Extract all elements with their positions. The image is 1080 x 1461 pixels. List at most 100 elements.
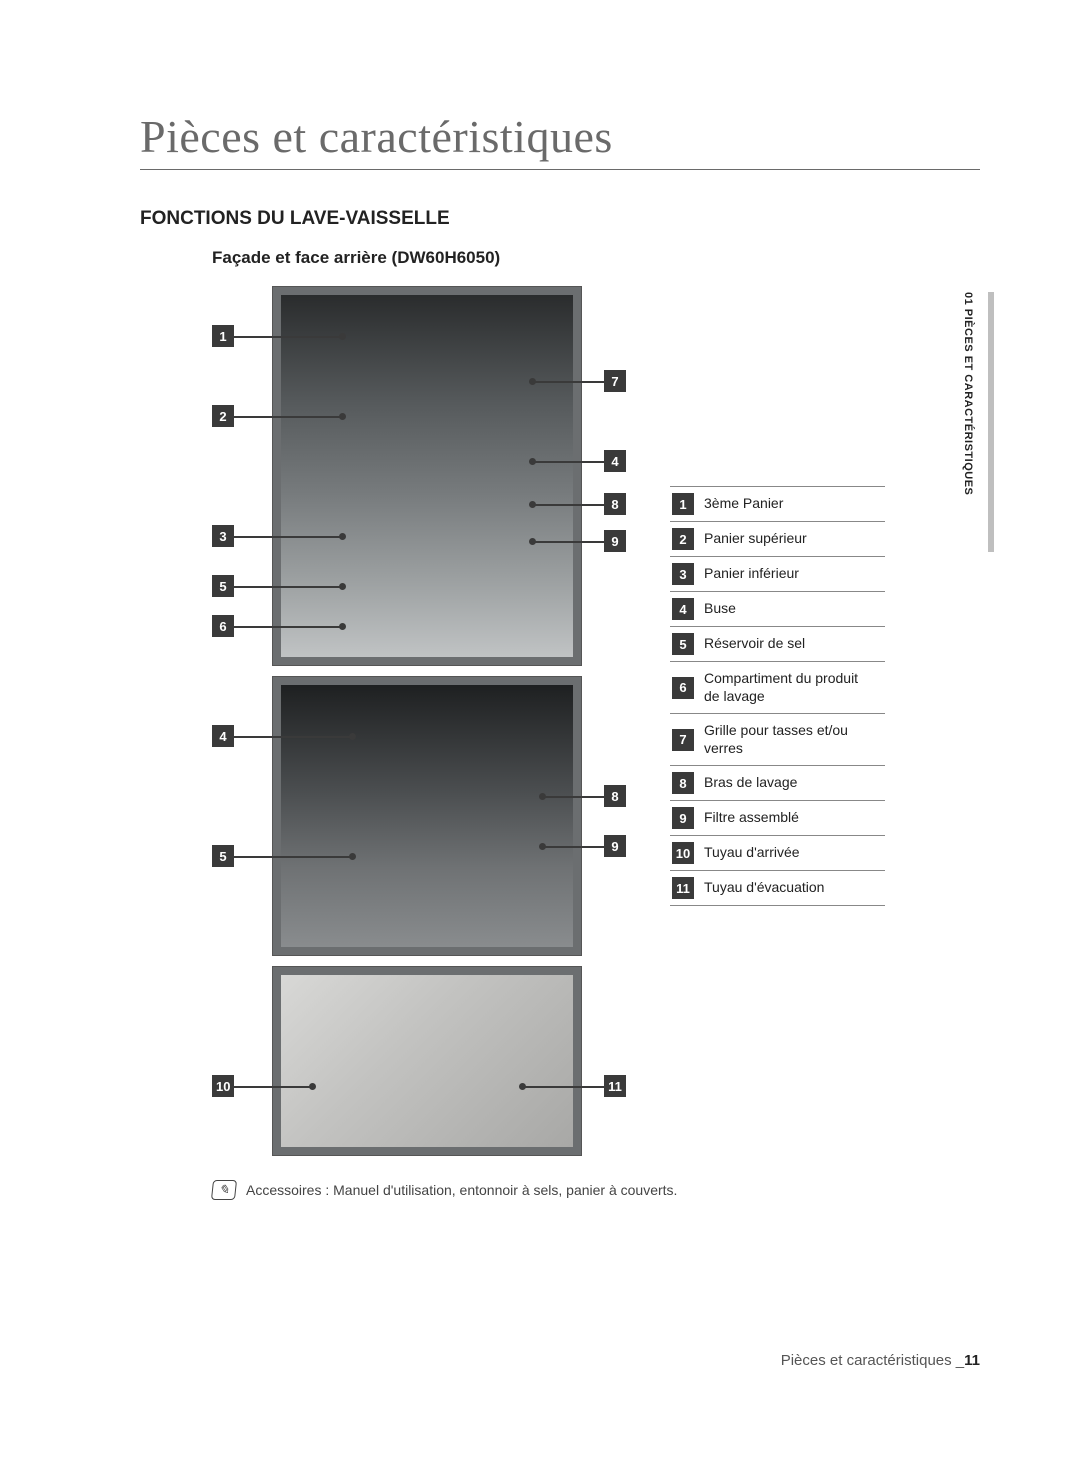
note-icon: ✎ xyxy=(211,1180,237,1200)
photo-callout-group: 10 11 xyxy=(212,966,632,1156)
callout-leader xyxy=(532,504,604,506)
legend-number-badge: 4 xyxy=(672,598,694,620)
callout-leader xyxy=(234,856,352,858)
legend-row: 10Tuyau d'arrivée xyxy=(670,836,885,871)
side-tab-label: 01 PIÈCES ET CARACTÉRISTIQUES xyxy=(962,292,974,495)
legend-num-cell: 2 xyxy=(670,522,696,556)
callout-leader xyxy=(234,626,342,628)
parts-legend-table: 13ème Panier2Panier supérieur3Panier inf… xyxy=(670,486,885,906)
legend-row: 6Compartiment du produit de lavage xyxy=(670,662,885,714)
product-photo-rear xyxy=(272,966,582,1156)
legend-number-badge: 9 xyxy=(672,807,694,829)
legend-num-cell: 4 xyxy=(670,592,696,626)
legend-row: 9Filtre assemblé xyxy=(670,801,885,836)
callout-number: 4 xyxy=(604,450,626,472)
side-tab-bar xyxy=(988,292,994,552)
callout-leader xyxy=(532,461,604,463)
callout-dot xyxy=(339,623,346,630)
legend-number-badge: 11 xyxy=(672,877,694,899)
footer-label: Pièces et caractéristiques _ xyxy=(781,1352,964,1369)
legend-row: 2Panier supérieur xyxy=(670,522,885,557)
legend-label: 3ème Panier xyxy=(696,487,885,521)
sub-heading: Façade et face arrière (DW60H6050) xyxy=(212,248,980,268)
content-row: 123567489 4589 1011 13ème Panier2Panier … xyxy=(140,286,980,1166)
callout-number: 2 xyxy=(212,405,234,427)
legend-label: Grille pour tasses et/ou verres xyxy=(696,714,885,765)
callout-dot xyxy=(339,533,346,540)
legend-label: Compartiment du produit de lavage xyxy=(696,662,885,713)
legend-row: 3Panier inférieur xyxy=(670,557,885,592)
callout-number: 4 xyxy=(212,725,234,747)
legend-number-badge: 5 xyxy=(672,633,694,655)
legend-number-badge: 1 xyxy=(672,493,694,515)
legend-row: 13ème Panier xyxy=(670,487,885,522)
callout-leader xyxy=(532,381,604,383)
legend-num-cell: 10 xyxy=(670,836,696,870)
legend-num-cell: 1 xyxy=(670,487,696,521)
product-photo-front-open xyxy=(272,286,582,666)
callout-number: 7 xyxy=(604,370,626,392)
callout-dot xyxy=(539,793,546,800)
legend-row: 8Bras de lavage xyxy=(670,766,885,801)
diagram-column: 1 2 3 5 6 7 4 8 9 4 5 8 9 10 11 xyxy=(212,286,632,1166)
callout-leader xyxy=(234,416,342,418)
legend-number-badge: 2 xyxy=(672,528,694,550)
page-title: Pièces et caractéristiques xyxy=(140,110,980,170)
callout-number: 8 xyxy=(604,493,626,515)
photo-placeholder xyxy=(281,685,573,947)
legend-number-badge: 10 xyxy=(672,842,694,864)
callout-number: 6 xyxy=(212,615,234,637)
callout-dot xyxy=(339,333,346,340)
legend-number-badge: 3 xyxy=(672,563,694,585)
product-photo-lower-rack xyxy=(272,676,582,956)
legend-label: Buse xyxy=(696,592,885,626)
legend-row: 11Tuyau d'évacuation xyxy=(670,871,885,906)
note-text: Accessoires : Manuel d'utilisation, ento… xyxy=(246,1182,677,1198)
legend-label: Bras de lavage xyxy=(696,766,885,800)
callout-leader xyxy=(522,1086,604,1088)
page-footer: Pièces et caractéristiques _11 xyxy=(781,1352,980,1369)
photo-placeholder xyxy=(281,975,573,1147)
callout-number: 1 xyxy=(212,325,234,347)
legend-num-cell: 9 xyxy=(670,801,696,835)
photo-placeholder xyxy=(281,295,573,657)
callout-dot xyxy=(519,1083,526,1090)
callout-leader xyxy=(234,336,342,338)
callout-dot xyxy=(339,583,346,590)
legend-row: 5Réservoir de sel xyxy=(670,627,885,662)
accessories-note: ✎ Accessoires : Manuel d'utilisation, en… xyxy=(212,1180,980,1200)
callout-dot xyxy=(349,853,356,860)
callout-dot xyxy=(309,1083,316,1090)
photo-callout-group: 1 2 3 5 6 7 4 8 9 xyxy=(212,286,632,666)
section-heading: FONCTIONS DU LAVE-VAISSELLE xyxy=(140,208,980,230)
callout-dot xyxy=(539,843,546,850)
callout-dot xyxy=(529,458,536,465)
legend-number-badge: 7 xyxy=(672,729,694,751)
legend-num-cell: 7 xyxy=(670,714,696,765)
callout-leader xyxy=(532,541,604,543)
callout-leader xyxy=(234,536,342,538)
callout-number: 10 xyxy=(212,1075,234,1097)
legend-row: 7Grille pour tasses et/ou verres xyxy=(670,714,885,766)
callout-dot xyxy=(349,733,356,740)
callout-dot xyxy=(529,538,536,545)
legend-label: Tuyau d'arrivée xyxy=(696,836,885,870)
legend-row: 4Buse xyxy=(670,592,885,627)
legend-num-cell: 6 xyxy=(670,662,696,713)
legend-label: Filtre assemblé xyxy=(696,801,885,835)
callout-number: 9 xyxy=(604,835,626,857)
callout-number: 3 xyxy=(212,525,234,547)
callout-dot xyxy=(339,413,346,420)
callout-dot xyxy=(529,501,536,508)
callout-dot xyxy=(529,378,536,385)
callout-number: 11 xyxy=(604,1075,626,1097)
legend-num-cell: 8 xyxy=(670,766,696,800)
callout-number: 9 xyxy=(604,530,626,552)
footer-page-number: 11 xyxy=(964,1352,980,1369)
callout-number: 5 xyxy=(212,575,234,597)
legend-label: Panier inférieur xyxy=(696,557,885,591)
callout-number: 8 xyxy=(604,785,626,807)
callout-leader xyxy=(542,846,604,848)
callout-leader xyxy=(234,586,342,588)
section-side-tab: 01 PIÈCES ET CARACTÉRISTIQUES xyxy=(962,292,984,552)
